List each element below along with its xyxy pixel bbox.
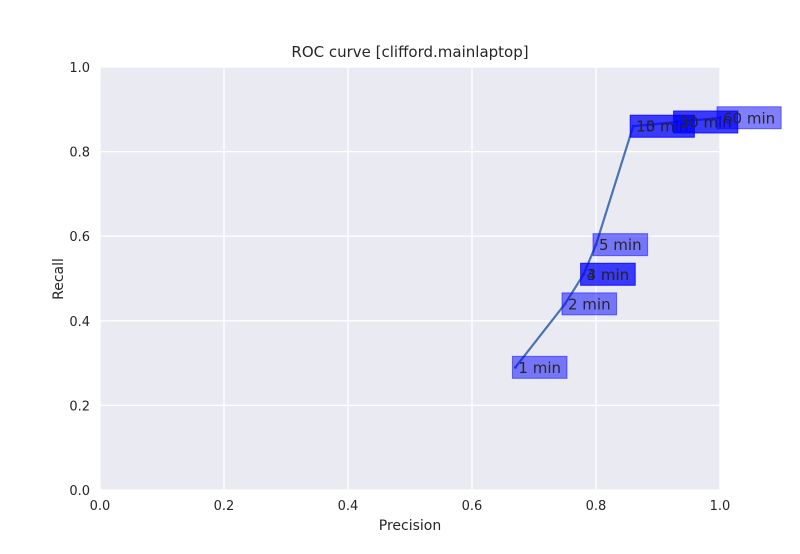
x-tick-label: 0.2	[214, 499, 235, 514]
label-box	[716, 106, 782, 130]
x-tick-label: 0.8	[586, 499, 607, 514]
x-tick-label: 0.4	[338, 499, 359, 514]
point-label: 60 min	[716, 106, 782, 130]
chart-title: ROC curve [clifford.mainlaptop]	[291, 43, 528, 61]
y-tick-label: 0.2	[69, 399, 90, 414]
y-tick-label: 0.0	[69, 484, 90, 499]
label-text: 2 min	[568, 295, 611, 313]
y-tick-label: 0.8	[69, 146, 90, 161]
point-label: 1 min	[511, 355, 568, 379]
point-label: 2 min	[561, 292, 618, 316]
y-tick-label: 1.0	[69, 61, 90, 76]
y-tick-label: 0.6	[69, 230, 90, 245]
x-tick-label: 1.0	[710, 499, 731, 514]
y-tick-label: 0.4	[69, 315, 90, 330]
label-text: 4 min	[587, 266, 630, 284]
x-axis-label: Precision	[379, 518, 441, 534]
label-text: 1 min	[518, 359, 561, 377]
label-box	[592, 233, 649, 257]
y-tick-labels: 0.0 0.2 0.4 0.6 0.8 1.0	[69, 61, 90, 499]
point-label: 4 min	[580, 262, 636, 286]
label-text: 60 min	[723, 109, 775, 127]
point-label: 5 min	[592, 233, 649, 257]
label-box	[580, 262, 636, 286]
y-axis-label: Recall	[51, 258, 67, 300]
x-tick-label: 0.0	[90, 499, 111, 514]
label-box	[511, 355, 568, 379]
label-box	[561, 292, 618, 316]
x-tick-labels: 0.0 0.2 0.4 0.6 0.8 1.0	[90, 499, 731, 514]
label-text: 5 min	[599, 236, 642, 254]
x-tick-label: 0.6	[462, 499, 483, 514]
